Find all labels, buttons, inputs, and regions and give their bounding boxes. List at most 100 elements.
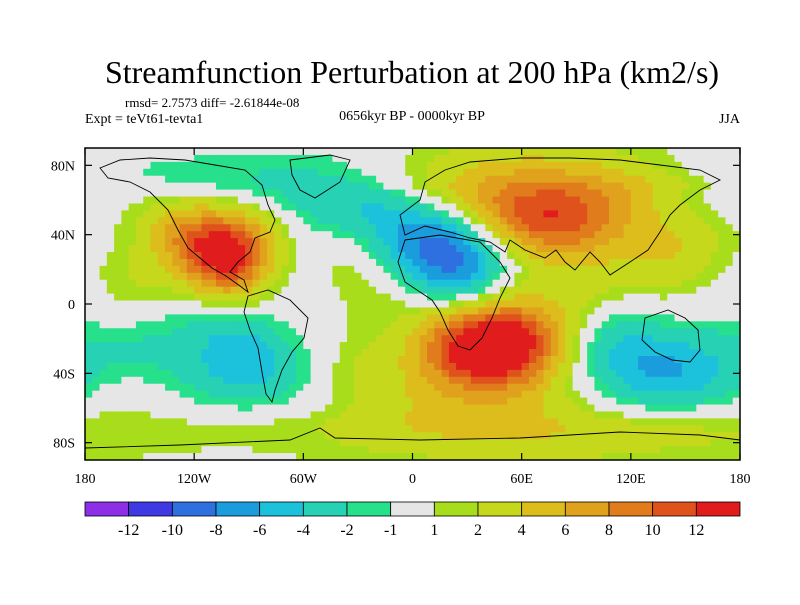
field-cell	[703, 383, 712, 392]
field-cell	[266, 349, 275, 357]
colorbar-label: -10	[162, 522, 183, 539]
field-cell	[325, 293, 334, 302]
field-cell	[689, 231, 697, 239]
field-cell	[703, 168, 712, 177]
field-cell	[507, 189, 515, 198]
field-cell	[470, 148, 479, 156]
field-cell	[114, 161, 122, 170]
field-cell	[528, 182, 537, 191]
field-cell	[579, 279, 588, 288]
field-cell	[317, 175, 326, 184]
field-cell	[179, 453, 188, 460]
field-cell	[659, 168, 668, 177]
field-cell	[296, 307, 304, 315]
field-cell	[325, 383, 334, 392]
field-cell	[354, 279, 363, 288]
field-cell	[594, 168, 603, 177]
field-cell	[157, 161, 166, 170]
field-cell	[317, 446, 326, 454]
field-cell	[317, 279, 326, 288]
field-cell	[310, 432, 319, 440]
colorbar-label: -6	[253, 522, 266, 539]
field-cell	[536, 286, 545, 295]
field-cell	[550, 439, 559, 447]
field-cell	[667, 203, 676, 211]
field-cell	[667, 293, 676, 302]
field-cell	[121, 154, 130, 163]
field-cell	[237, 432, 246, 440]
field-cell	[99, 154, 108, 163]
field-cell	[558, 300, 566, 309]
field-cell	[339, 446, 348, 454]
field-cell	[376, 411, 384, 419]
field-cell	[288, 432, 297, 440]
field-cell	[507, 224, 515, 232]
field-cell	[92, 397, 101, 406]
field-cell	[572, 210, 581, 218]
field-cell	[157, 293, 166, 302]
field-cell	[514, 245, 523, 253]
field-cell	[507, 231, 515, 239]
field-cell	[587, 258, 596, 267]
field-cell	[681, 189, 690, 198]
field-cell	[383, 397, 392, 406]
field-cell	[674, 425, 683, 433]
field-cell	[434, 404, 443, 413]
field-cell	[725, 453, 734, 460]
field-cell	[681, 362, 690, 371]
field-cell	[245, 300, 253, 309]
coast-australia	[641, 309, 701, 363]
field-cell	[579, 203, 588, 211]
field-cell	[361, 258, 370, 267]
field-cell	[434, 411, 443, 419]
field-cell	[645, 425, 654, 433]
field-cell	[565, 411, 574, 419]
field-cell	[296, 231, 304, 239]
field-cell	[478, 175, 486, 184]
field-cell	[572, 161, 581, 170]
field-cell	[565, 349, 574, 357]
field-cell	[507, 376, 515, 385]
field-cell	[303, 369, 312, 378]
field-cell	[186, 189, 195, 198]
field-cell	[397, 446, 406, 454]
field-cell	[623, 203, 632, 211]
field-cell	[478, 161, 486, 170]
field-cell	[565, 286, 574, 295]
field-cell	[579, 397, 588, 406]
field-cell	[201, 404, 210, 413]
field-cell	[601, 286, 610, 295]
field-cell	[638, 300, 646, 309]
field-cell	[623, 210, 632, 218]
field-cell	[514, 314, 523, 322]
field-cell	[397, 432, 406, 440]
field-cell	[565, 376, 574, 385]
field-cell	[303, 349, 312, 357]
field-cell	[114, 411, 122, 419]
field-cell	[325, 182, 334, 191]
field-cell	[397, 439, 406, 447]
field-cell	[521, 376, 530, 385]
field-cell	[186, 425, 195, 433]
field-cell	[623, 182, 632, 191]
field-cell	[543, 161, 552, 170]
field-cell	[121, 432, 130, 440]
field-cell	[419, 279, 428, 288]
field-cell	[609, 258, 617, 267]
field-cell	[710, 168, 719, 177]
field-cell	[128, 321, 137, 329]
field-cell	[703, 300, 712, 309]
field-cell	[143, 349, 152, 357]
field-cell	[259, 161, 268, 170]
field-cell	[616, 245, 625, 253]
field-cell	[92, 196, 101, 205]
field-cell	[601, 293, 610, 302]
field-cell	[150, 265, 159, 274]
field-cell	[121, 252, 130, 260]
field-cell	[689, 175, 697, 184]
field-cell	[732, 189, 740, 198]
field-cell	[106, 182, 115, 191]
field-cell	[703, 196, 712, 205]
field-cell	[347, 439, 355, 447]
field-cell	[412, 182, 421, 191]
